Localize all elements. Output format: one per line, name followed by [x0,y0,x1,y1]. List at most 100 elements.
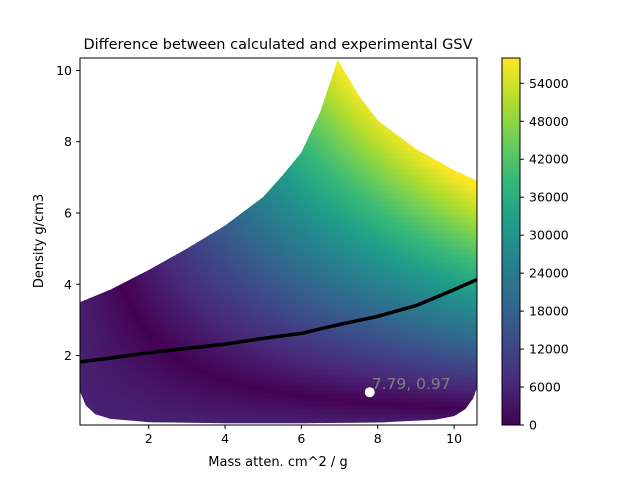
heatmap-cell [144,286,149,291]
heatmap-cell [120,330,125,335]
heatmap-cell [196,126,201,131]
heatmap-cell [124,270,129,275]
heatmap-cell [156,334,161,339]
heatmap-cell [208,178,213,183]
heatmap-cell [212,214,217,219]
heatmap-cell [252,354,257,359]
heatmap-cell [100,290,105,295]
heatmap-cell [120,158,125,163]
heatmap-cell [264,114,269,119]
heatmap-cell [192,59,197,63]
heatmap-cell [180,370,185,375]
heatmap-cell [108,118,113,123]
heatmap-cell [284,354,289,359]
heatmap-cell [212,394,217,399]
heatmap-cell [120,214,125,219]
heatmap-cell [132,82,137,87]
heatmap-cell [96,66,101,71]
heatmap-cell [228,134,233,139]
heatmap-cell [260,390,265,395]
heatmap-cell [84,126,89,131]
heatmap-cell [268,182,273,187]
heatmap-cell [116,214,121,219]
heatmap-cell [212,290,217,295]
heatmap-cell [268,194,273,199]
heatmap-cell [100,82,105,87]
heatmap-cell [224,74,229,79]
heatmap-cell [108,202,113,207]
heatmap-cell [84,354,89,359]
heatmap-cell [80,154,85,159]
heatmap-cell [228,290,233,295]
heatmap-cell [244,234,249,239]
heatmap-cell [216,70,221,75]
heatmap-cell [292,250,297,255]
heatmap-cell [212,250,217,255]
heatmap-cell [264,206,269,211]
heatmap-cell [184,102,189,107]
heatmap-cell [92,394,97,399]
heatmap-cell [208,350,213,355]
heatmap-cell [100,86,105,91]
heatmap-cell [248,418,253,423]
heatmap-cell [216,418,221,423]
heatmap-cell [144,314,149,319]
heatmap-cell [248,366,253,371]
heatmap-cell [204,118,209,123]
heatmap-cell [280,194,285,199]
heatmap-cell [160,182,165,187]
heatmap-cell [264,230,269,235]
heatmap-cell [272,362,277,367]
heatmap-cell [152,366,157,371]
heatmap-cell [152,234,157,239]
heatmap-cell [260,178,265,183]
heatmap-cell [132,218,137,223]
heatmap-cell [84,342,89,347]
heatmap-cell [164,138,169,143]
heatmap-cell [204,130,209,135]
heatmap-cell [164,306,169,311]
heatmap-cell [184,282,189,287]
heatmap-cell [144,126,149,131]
heatmap-cell [284,294,289,299]
heatmap-cell [120,198,125,203]
heatmap-cell [128,90,133,95]
heatmap-cell [120,258,125,263]
heatmap-cell [188,134,193,139]
heatmap-cell [232,362,237,367]
heatmap-cell [180,278,185,283]
heatmap-cell [276,86,281,91]
heatmap-cell [168,198,173,203]
heatmap-cell [196,146,201,151]
heatmap-cell [288,318,293,323]
heatmap-cell [252,230,257,235]
heatmap-cell [128,214,133,219]
heatmap-cell [192,82,197,87]
heatmap-cell [108,218,113,223]
heatmap-cell [236,238,241,243]
heatmap-cell [108,66,113,71]
heatmap-cell [292,66,297,71]
heatmap-cell [240,398,245,403]
heatmap-cell [228,326,233,331]
heatmap-cell [252,106,257,111]
heatmap-cell [88,59,93,63]
heatmap-cell [236,222,241,227]
heatmap-cell [116,358,121,363]
heatmap-cell [184,162,189,167]
heatmap-cell [216,230,221,235]
heatmap-cell [268,166,273,171]
heatmap-cell [152,114,157,119]
heatmap-cell [140,230,145,235]
heatmap-cell [204,286,209,291]
heatmap-cell [80,330,85,335]
heatmap-cell [164,59,169,63]
heatmap-cell [160,166,165,171]
heatmap-cell [120,246,125,251]
heatmap-cell [140,378,145,383]
heatmap-cell [284,78,289,83]
heatmap-cell [132,418,137,423]
heatmap-cell [112,290,117,295]
heatmap-cell [220,182,225,187]
heatmap-cell [120,370,125,375]
